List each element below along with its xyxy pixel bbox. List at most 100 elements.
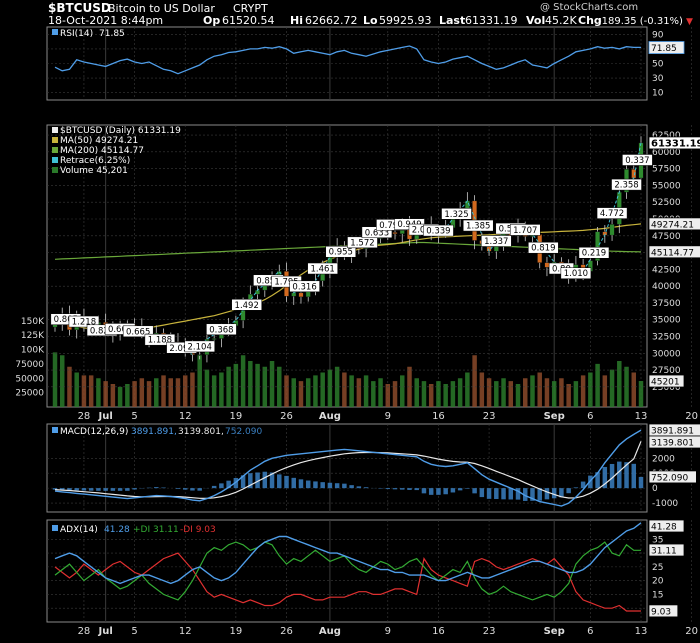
macd-histogram-bar [494,488,498,499]
y-tick-label: 37500 [652,299,681,309]
x-tick-label: 5 [131,626,137,637]
macd-histogram-bar [465,488,469,489]
volume-bar [89,375,93,407]
volume-bar [588,373,592,408]
x-tick-label: 6 [587,626,593,637]
volume-bar [400,375,404,407]
volume-bar [386,384,390,407]
macd-histogram-bar [183,488,187,489]
volume-bar [53,352,57,407]
rsi-legend-label: RSI(14) [60,29,93,39]
macd-histogram-bar [89,488,93,491]
header-datetime: 18-Oct-2021 8:44pm [48,14,163,27]
adx-panel: 101520253035 ADX(14) 41.28 +DI 31.11 -DI… [47,520,684,617]
x-tick-label: 26 [280,411,293,422]
value-badge-text: 41.28 [651,523,677,533]
volume-bar [603,375,607,407]
macd-histogram-bar [436,488,440,495]
retrace-label: 1.325 [444,210,468,220]
adx-legend-label: ADX(14) [60,525,98,535]
x-tick-label: 19 [229,626,242,637]
price-legend-entry: MA(200) 45114.77 [60,146,144,156]
retrace-label: 1.385 [466,222,490,232]
value-badge-text: 752.090 [651,473,688,483]
volume-bar [212,375,216,407]
volume-bar [378,378,382,407]
retrace-label: 0.368 [209,325,233,335]
rsi-legend-swatch [52,29,58,35]
macd-histogram-bar [342,484,346,488]
volume-bar [147,381,151,407]
x-tick-label: 20 [685,626,698,637]
adx-legend-swatch [52,525,58,531]
retrace-label: 1.707 [513,226,537,236]
macd-legend-hist: 752.090 [225,427,262,437]
x-tick-label: Jul [98,626,113,637]
volume-bar [509,381,513,407]
macd-histogram-bar [574,487,578,488]
retrace-label: 0.219 [582,249,606,259]
rsi-legend: RSI(14) 71.85 [52,29,125,39]
x-tick-label: 13 [635,626,648,637]
x-tick-label: 12 [179,411,192,422]
price-legend-swatch [52,157,58,163]
price-legend-swatch [52,137,58,143]
adx-legend-value: 41.28 [104,525,130,535]
volume-bar [241,355,245,407]
volume-bar [494,381,498,407]
volume-bar [443,384,447,407]
macd-legend-label: MACD(12,26,9) [60,427,128,437]
volume-bar [74,373,78,408]
macd-histogram-bar [263,472,267,488]
volume-bar [132,381,136,407]
retrace-label: 0.316 [292,282,316,292]
macd-histogram-bar [96,488,100,491]
candle-body [299,293,303,297]
price-legend-swatch [52,167,58,173]
price-legend-entry: $BTCUSD (Daily) 61331.19 [60,126,181,136]
volume-bar [552,381,556,407]
adx-panel-frame [47,520,647,622]
value-badge-text: 3891.891 [651,427,694,437]
macd-histogram-bar [328,483,332,488]
macd-legend-swatch [52,427,58,433]
macd-histogram-bar [313,481,317,488]
volume-bar [176,378,180,407]
macd-histogram-bar [335,483,339,488]
volume-bar [111,384,115,407]
volume-bar [291,378,295,407]
volume-bar [422,381,426,407]
macd-histogram-bar [118,488,122,491]
macd-histogram-bar [74,488,78,490]
x-tick-label: 23 [483,626,496,637]
macd-histogram-bar [277,474,281,488]
x-tick-label: Aug [319,626,341,637]
volume-bar [320,373,324,408]
low-value: 59925.93 [379,14,432,27]
price-legend-entry: MA(50) 49274.21 [60,136,138,146]
y-tick-label: 50000 [15,374,44,384]
macd-histogram-bar [480,488,484,497]
macd-histogram-bar [407,488,411,490]
macd-histogram-bar [617,462,621,489]
rsi-panel: 1030507090 RSI(14) 71.85 71.85 [47,29,684,99]
volume-bar [328,370,332,407]
volume-bar [487,378,491,407]
open-value: 61520.54 [222,14,275,27]
retrace-label: 1.492 [235,301,259,311]
y-tick-label: 27500 [652,366,681,376]
volume-bar [414,378,418,407]
candle-body [610,224,614,235]
candle-body [197,355,201,356]
macd-histogram-bar [190,488,194,490]
macd-histogram-bar [552,488,556,498]
y-tick-label: 57500 [652,165,681,175]
volume-bar [118,387,122,407]
volume-bar [501,378,505,407]
volume-bar [639,381,643,407]
minus-di-line [55,553,641,611]
macd-histogram-bar [364,487,368,488]
